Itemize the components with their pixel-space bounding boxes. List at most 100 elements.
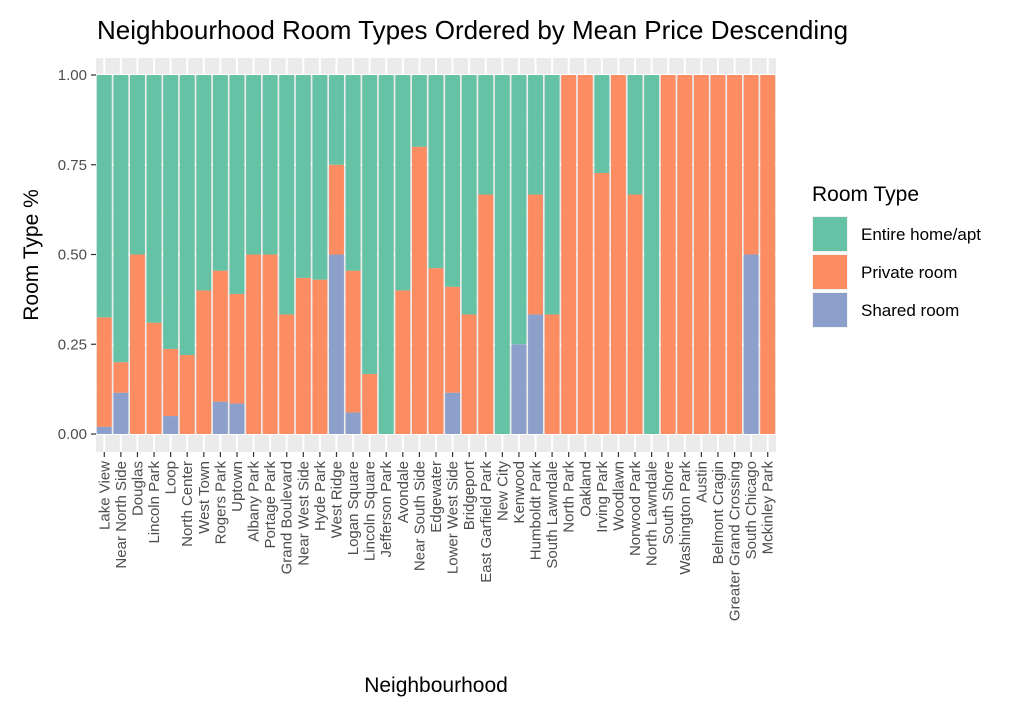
bar-segment-shared-room (528, 314, 543, 434)
bar-segment-private-room (743, 75, 759, 255)
x-tick-label: West Ridge (328, 461, 345, 538)
x-tick-label: Greater Grand Crossing (727, 461, 744, 621)
bar-segment-private-room (478, 194, 494, 434)
x-tick-label: Uptown (229, 461, 246, 512)
chart-title: Neighbourhood Room Types Ordered by Mean… (97, 15, 848, 45)
x-tick-label: Washington Park (677, 461, 694, 575)
bar-segment-entire-home-apt (461, 75, 477, 315)
y-axis-title: Room Type % (20, 189, 43, 321)
bar-segment-private-room (544, 314, 560, 434)
x-tick-label: New City (494, 461, 511, 522)
x-tick-label: Hyde Park (312, 461, 329, 532)
bar-segment-shared-room (113, 392, 129, 434)
x-tick-label: Lincoln Square (362, 461, 379, 561)
bar-segment-entire-home-apt (96, 75, 112, 318)
x-tick-label: Avondale (395, 461, 412, 523)
x-tick-label: Oakland (577, 461, 594, 517)
y-tick-label: 0.25 (58, 336, 87, 353)
x-tick-label: Douglas (129, 461, 146, 516)
bar-segment-private-room (693, 75, 709, 434)
bar-segment-private-room (760, 75, 776, 434)
x-tick-label: Near West Side (295, 461, 312, 566)
bar-segment-private-room (577, 75, 593, 434)
legend-title: Room Type (812, 183, 919, 206)
x-tick-label: Portage Park (262, 461, 279, 549)
bar-segment-private-room (229, 293, 245, 404)
x-tick-label: Lower West Side (445, 461, 462, 574)
bar-segment-entire-home-apt (312, 75, 328, 280)
x-tick-label: South Shore (660, 461, 677, 544)
bar-segment-private-room (428, 268, 444, 434)
bar-segment-private-room (163, 348, 179, 417)
bar-segment-entire-home-apt (378, 75, 394, 434)
x-tick-label: Rogers Park (212, 461, 229, 545)
bar-segment-private-room (246, 254, 262, 434)
bar-segment-private-room (179, 355, 195, 434)
bar-segment-entire-home-apt (130, 75, 145, 255)
x-tick-label: Belmont Cragin (710, 461, 727, 564)
bar-segment-private-room (594, 173, 610, 434)
bar-segment-entire-home-apt (146, 75, 162, 323)
bar-segment-shared-room (345, 412, 361, 434)
x-tick-label: Humboldt Park (528, 461, 545, 561)
bar-segment-entire-home-apt (594, 75, 610, 174)
x-tick-label: West Town (196, 461, 213, 534)
legend-swatch (813, 293, 847, 327)
x-tick-label: Irving Park (594, 461, 611, 533)
bar-segment-entire-home-apt (644, 75, 660, 434)
bar-segment-private-room (461, 314, 477, 434)
x-tick-label: Loop (163, 461, 180, 494)
legend-label: Shared room (861, 301, 959, 320)
x-tick-label: Albany Park (246, 461, 263, 542)
x-tick-label: Logan Square (345, 461, 362, 555)
legend-swatch (813, 255, 847, 289)
bar-segment-private-room (96, 317, 112, 427)
legend: Room Type Entire home/apt Private room Sha… (812, 183, 981, 328)
legend-label: Entire home/apt (861, 225, 981, 244)
x-tick-label: Near South Side (411, 461, 428, 571)
bar-segment-private-room (445, 286, 461, 393)
x-tick-label: East Garfield Park (478, 461, 495, 583)
bar-segment-entire-home-apt (295, 75, 311, 278)
y-tick-label: 0.50 (58, 247, 87, 264)
bar-segment-entire-home-apt (544, 75, 560, 315)
bar-segment-entire-home-apt (246, 75, 262, 255)
bar-segment-private-room (279, 314, 295, 434)
bar-segment-private-room (710, 75, 726, 434)
x-tick-label: Woodlawn (610, 461, 627, 531)
x-tick-label: Bridgeport (461, 460, 478, 530)
bar-segment-shared-room (743, 254, 759, 434)
legend-swatch (813, 217, 847, 251)
x-tick-label: Near North Side (113, 461, 130, 569)
bar-segment-private-room (411, 146, 427, 435)
y-tick-label: 1.00 (58, 67, 87, 84)
bar-segment-shared-room (445, 392, 461, 434)
bar-segment-entire-home-apt (113, 75, 129, 363)
bar-segment-shared-room (329, 254, 344, 434)
bar-segment-entire-home-apt (445, 75, 461, 287)
x-tick-label: North Park (561, 461, 578, 533)
bar-segment-entire-home-apt (411, 75, 427, 147)
x-tick-label: Lincoln Park (146, 461, 163, 544)
bar-segment-entire-home-apt (478, 75, 494, 195)
bar-segment-private-room (627, 194, 643, 434)
bar-segment-private-room (395, 290, 411, 434)
bar-segment-private-room (146, 322, 162, 434)
x-tick-label: South Chicago (743, 461, 760, 559)
x-tick-label: Jefferson Park (378, 461, 395, 558)
bar-segment-private-room (362, 374, 378, 434)
x-tick-label: South Lawndale (544, 461, 561, 569)
x-tick-label: Austin (693, 461, 710, 503)
bar-segment-private-room (610, 75, 626, 434)
x-tick-label: Mckinley Park (760, 461, 777, 555)
bar-segment-private-room (295, 277, 311, 434)
bar-segment-entire-home-apt (511, 75, 527, 345)
bar-segment-shared-room (511, 344, 527, 434)
bar-segment-private-room (329, 164, 344, 255)
y-tick-label: 0.75 (58, 157, 87, 174)
bar-segment-entire-home-apt (229, 75, 245, 294)
bar-segment-entire-home-apt (212, 75, 228, 271)
bar-segment-private-room (561, 75, 577, 434)
bar-segment-private-room (727, 75, 742, 434)
